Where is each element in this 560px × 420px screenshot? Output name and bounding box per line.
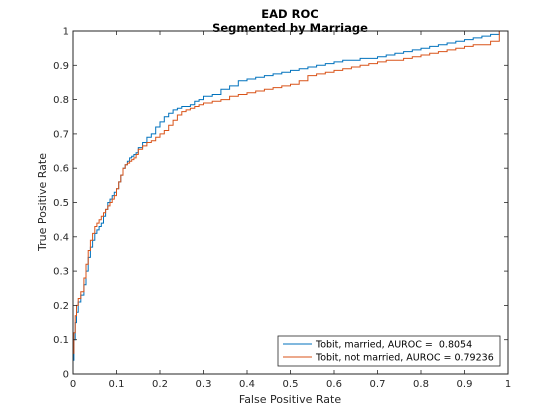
y-tick-label: 0.3 <box>53 267 69 278</box>
series-line-not-married <box>72 30 508 374</box>
x-tick-label: 0.3 <box>196 379 212 390</box>
y-tick-label: 0.9 <box>53 61 69 72</box>
y-axis-ticks: 0 0.1 0.2 0.3 0.4 0.5 0.6 0.7 0.8 0.9 1 <box>53 27 508 381</box>
y-tick-label: 0.7 <box>53 129 69 140</box>
legend-box <box>277 335 501 367</box>
y-tick-label: 0.8 <box>53 95 69 106</box>
x-tick-label: 0.6 <box>326 379 342 390</box>
y-tick-label: 0.1 <box>53 335 69 346</box>
y-tick-label: 0.2 <box>53 301 69 312</box>
x-tick-label: 0 <box>70 379 76 390</box>
x-tick-label: 0.5 <box>283 379 299 390</box>
y-axis-label: True Positive Rate <box>36 153 49 252</box>
chart-title: EAD ROC <box>261 7 318 21</box>
y-tick-label: 0 <box>63 370 69 381</box>
plot-area-frame <box>72 30 509 375</box>
x-tick-label: 0.9 <box>457 379 473 390</box>
y-tick-label: 0.4 <box>53 232 69 243</box>
x-axis-ticks: 0 0.1 0.2 0.3 0.4 0.5 0.6 0.7 0.8 0.9 1 <box>70 31 511 390</box>
series-line-married <box>72 30 508 374</box>
y-tick-label: 0.5 <box>53 198 69 209</box>
x-tick-label: 0.8 <box>413 379 429 390</box>
y-tick-label: 0.6 <box>53 164 69 175</box>
x-tick-label: 0.2 <box>152 379 168 390</box>
x-axis-label: False Positive Rate <box>239 393 341 406</box>
legend-label-not-married: Tobit, not married, AUROC = 0.79236 <box>315 353 494 364</box>
x-tick-label: 0.7 <box>370 379 386 390</box>
legend-label-married: Tobit, married, AUROC = 0.8054 <box>315 340 472 351</box>
plot-series <box>72 30 508 374</box>
legend: Tobit, married, AUROC = 0.8054 Tobit, no… <box>277 335 501 367</box>
chart-subtitle: Segmented by Marriage <box>212 21 368 35</box>
y-tick-label: 1 <box>63 27 69 38</box>
x-tick-label: 0.4 <box>239 379 255 390</box>
x-tick-label: 0.1 <box>109 379 125 390</box>
x-tick-label: 1 <box>505 379 511 390</box>
